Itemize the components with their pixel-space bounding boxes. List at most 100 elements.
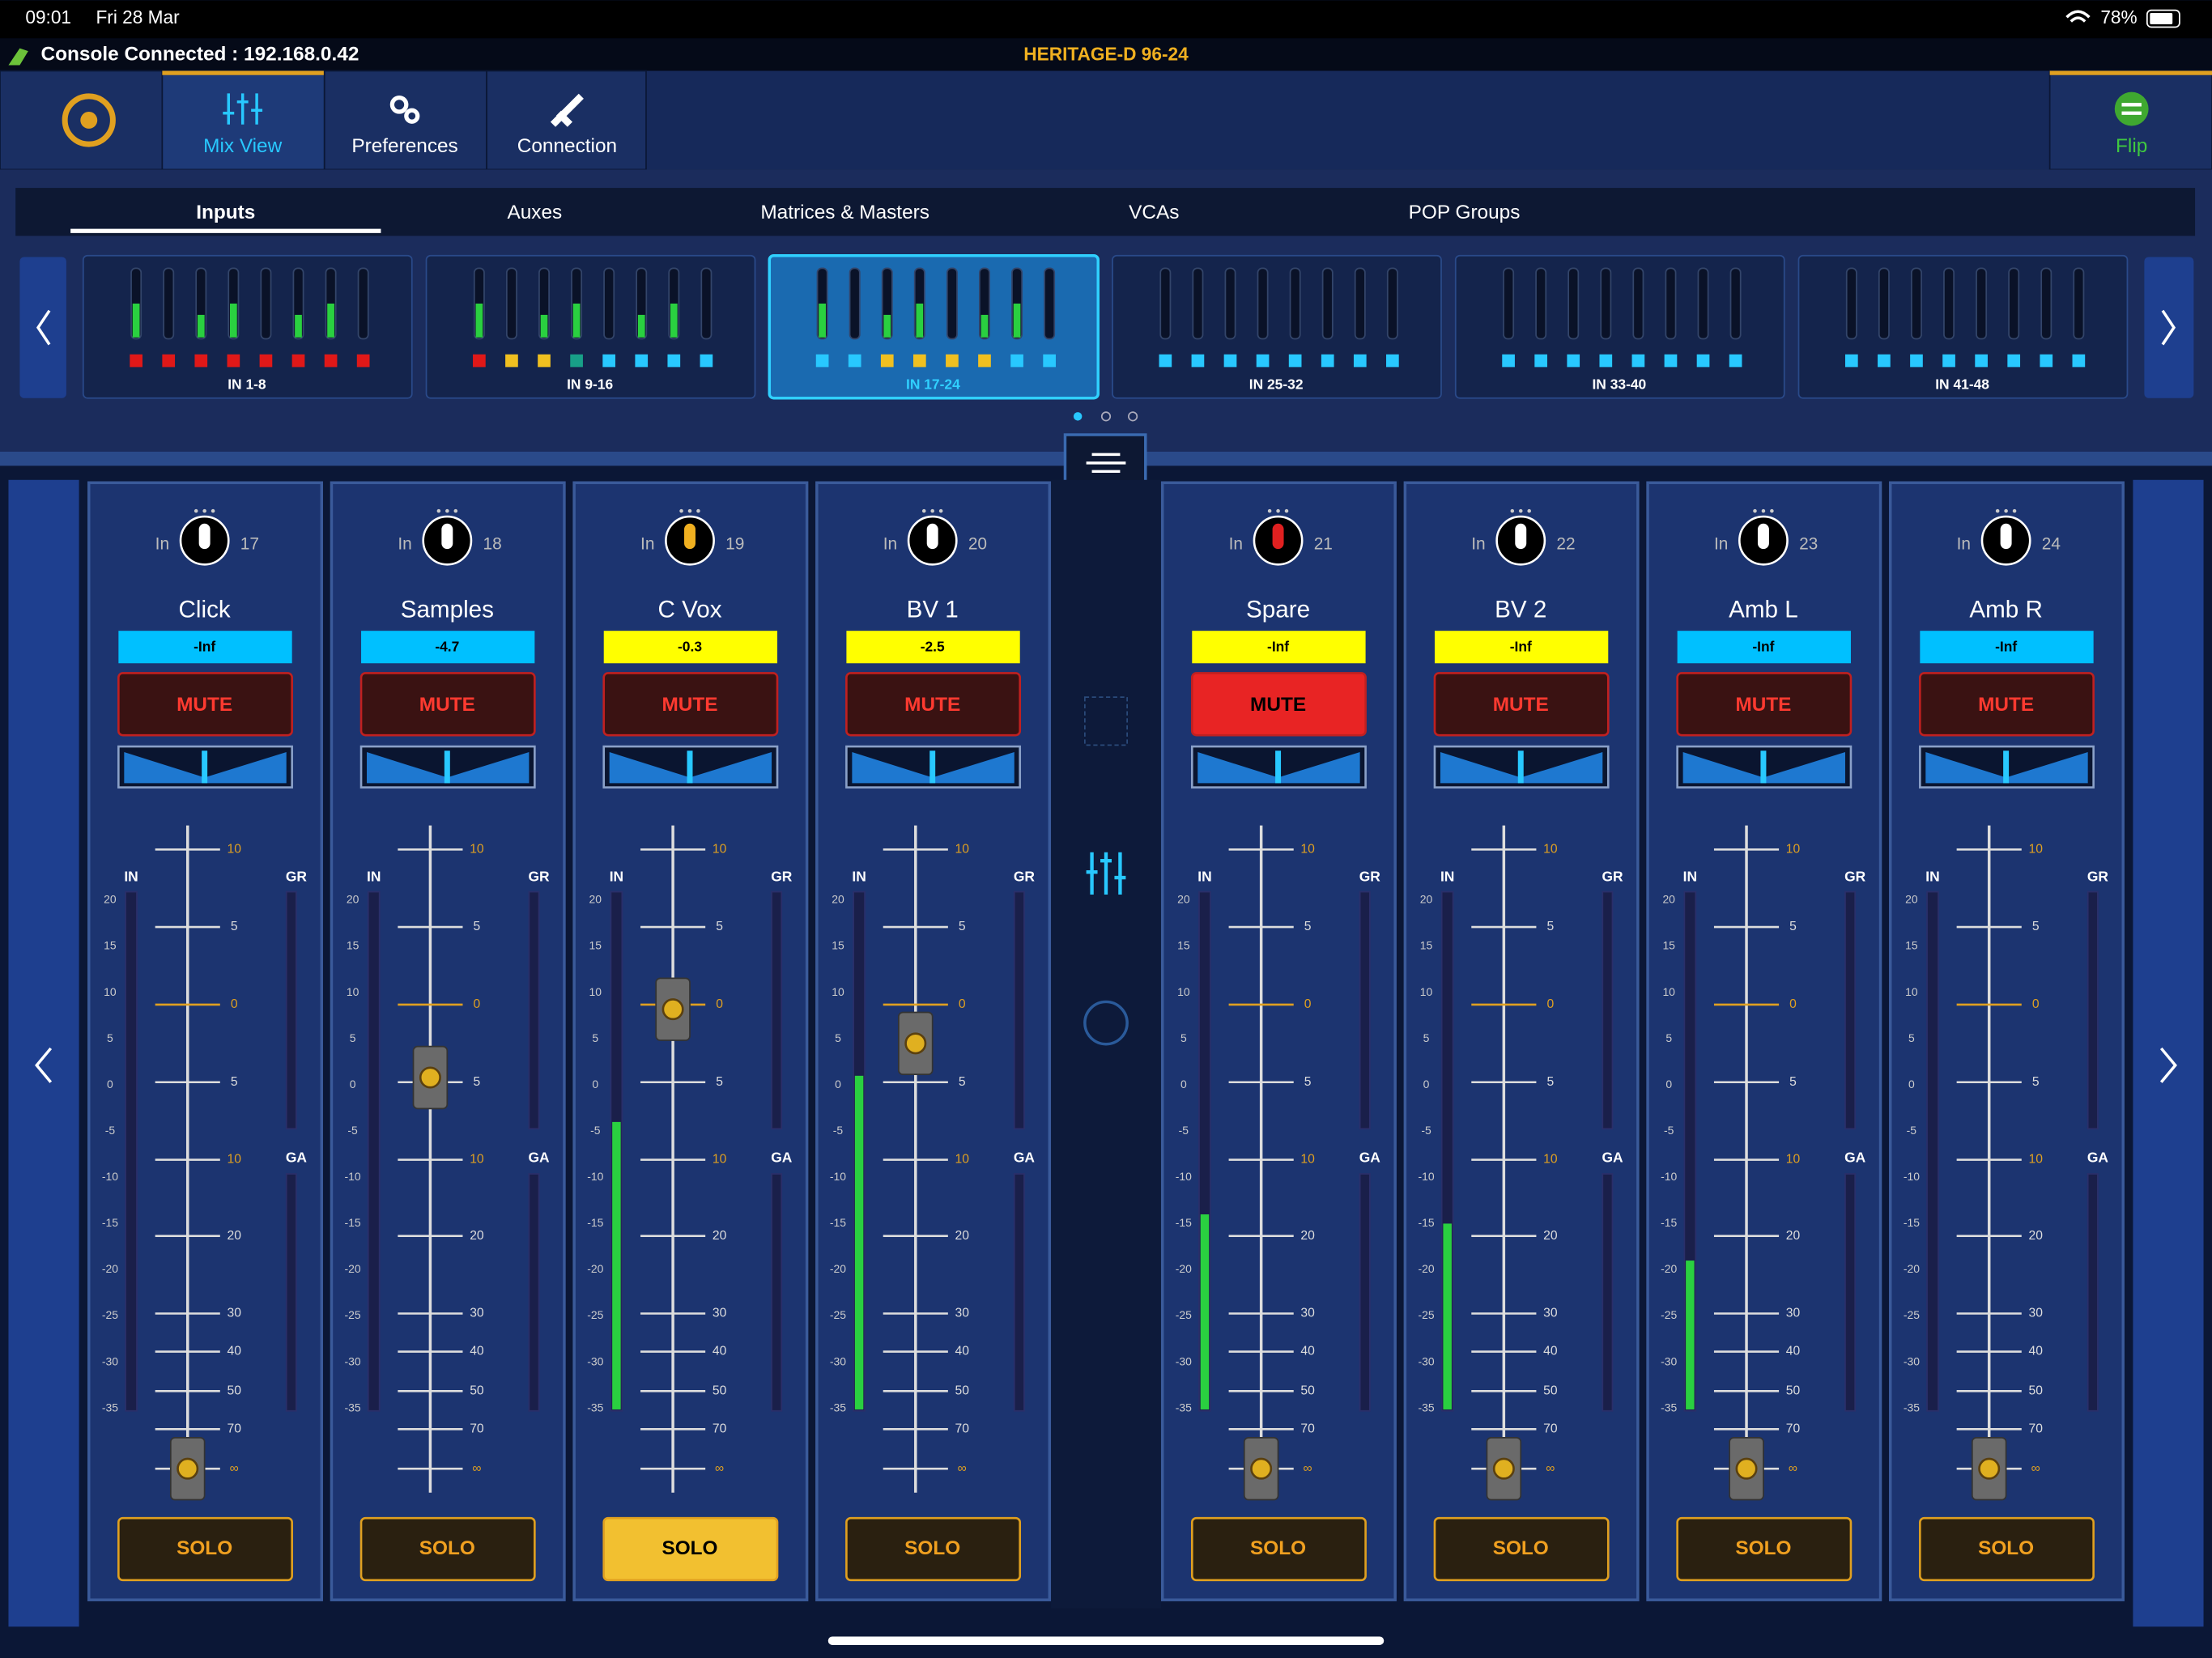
mini-square — [912, 354, 926, 368]
fader-scale-label: 50 — [955, 1384, 970, 1397]
solo-button[interactable] — [1190, 1516, 1367, 1582]
meter-scale-label: 0 — [1423, 1078, 1430, 1090]
fader-scale-label: 10 — [2028, 842, 2043, 856]
mini-square — [1321, 354, 1334, 368]
channel-number: 22 — [1556, 534, 1575, 553]
ga-meter — [528, 1173, 540, 1412]
sub-tab[interactable]: Auxes — [507, 202, 562, 223]
solo-label: SOLO — [1493, 1537, 1549, 1559]
gr-meter — [285, 891, 297, 1130]
mini-meter-level — [197, 314, 205, 338]
channel-name: Samples — [401, 597, 494, 623]
page-dot[interactable] — [1073, 412, 1083, 421]
mini-square — [538, 354, 551, 368]
date: Fri 28 Mar — [96, 6, 180, 28]
strip-dot — [202, 508, 206, 513]
bank-next[interactable] — [2144, 257, 2194, 398]
level-value: -Inf — [1267, 639, 1289, 655]
tab-active-marker — [162, 70, 325, 75]
mute-button[interactable] — [602, 672, 779, 737]
mute-button[interactable] — [117, 672, 293, 737]
channel-number: 24 — [2042, 534, 2061, 553]
meter-scale-label: -5 — [590, 1124, 601, 1137]
bank-prev[interactable] — [19, 257, 66, 398]
strip-next[interactable] — [2133, 479, 2204, 1627]
mini-meter — [1354, 267, 1366, 340]
mini-square — [291, 354, 305, 368]
solo-label: SOLO — [419, 1537, 475, 1559]
mini-square — [473, 354, 486, 368]
meter-scale-label: 0 — [350, 1078, 356, 1090]
meter-scale-label: -35 — [1176, 1401, 1192, 1414]
fader-scale-label: 20 — [1300, 1229, 1315, 1243]
mini-meter-level — [572, 303, 581, 338]
meter-scale-label: -15 — [830, 1216, 846, 1229]
solo-button[interactable] — [1676, 1516, 1853, 1582]
solo-button[interactable] — [1433, 1516, 1610, 1582]
in-meter-label: IN — [1197, 869, 1211, 885]
meter-scale-label: -5 — [833, 1124, 844, 1137]
page-dot[interactable] — [1100, 411, 1112, 422]
solo-button[interactable] — [602, 1516, 779, 1582]
sub-tab[interactable]: POP Groups — [1409, 202, 1521, 223]
fader-scale-label: 30 — [470, 1307, 484, 1320]
meter-scale-label: -30 — [1904, 1354, 1920, 1367]
meter-scale-label: -35 — [345, 1401, 361, 1414]
solo-button[interactable] — [117, 1516, 293, 1582]
meter-scale-label: 20 — [1905, 893, 1918, 906]
fader-knob — [661, 998, 684, 1021]
mute-button[interactable] — [1433, 672, 1610, 737]
mute-button[interactable] — [1919, 672, 2095, 737]
prefs-icon — [389, 95, 409, 114]
mute-label: MUTE — [904, 694, 960, 716]
gr-label: GR — [1844, 869, 1866, 885]
mute-button[interactable] — [1190, 672, 1367, 737]
fader-scale-label: 5 — [474, 1075, 481, 1089]
mute-button[interactable] — [359, 672, 536, 737]
solo-button[interactable] — [359, 1516, 536, 1582]
meter-scale-label: 5 — [835, 1031, 841, 1044]
sub-tab[interactable]: Inputs — [196, 202, 255, 223]
pan-shape — [1925, 752, 2088, 784]
meter-scale-label: -20 — [1418, 1262, 1434, 1275]
time: 09:01 — [25, 6, 71, 28]
mini-meter — [1192, 267, 1204, 340]
mini-meter — [1845, 267, 1857, 340]
mini-meter-level — [1013, 303, 1021, 338]
sub-tab-bar — [15, 188, 2196, 236]
sub-tab[interactable]: Matrices & Masters — [760, 202, 929, 223]
meter-scale-label: -15 — [587, 1216, 603, 1229]
mini-square — [1502, 354, 1515, 368]
meter-scale-label: 15 — [1662, 939, 1675, 952]
page-dot[interactable] — [1128, 411, 1138, 422]
mini-meter-level — [883, 314, 891, 338]
mini-square — [2040, 354, 2053, 368]
level-value: -Inf — [1752, 639, 1774, 655]
solo-button[interactable] — [845, 1516, 1022, 1582]
mute-button[interactable] — [845, 672, 1022, 737]
fader-scale-label: 40 — [2028, 1345, 2043, 1358]
channel-strip — [87, 481, 323, 1601]
mini-square — [1223, 354, 1237, 368]
channel-icon-glyph — [441, 523, 453, 550]
mini-meter — [1729, 267, 1742, 340]
sub-tab[interactable]: VCAs — [1129, 202, 1179, 223]
channel-name: Amb R — [1969, 597, 2043, 623]
mini-meter — [1911, 267, 1922, 340]
mute-label: MUTE — [177, 694, 232, 716]
connection-status: Console Connected : 192.168.0.42 — [41, 44, 359, 66]
input-meter — [367, 891, 381, 1412]
strip-dot — [1276, 508, 1280, 513]
solo-button[interactable] — [1919, 1516, 2095, 1582]
center-mix-icon[interactable] — [1086, 852, 1126, 895]
strip-prev[interactable] — [8, 479, 79, 1627]
gr-meter — [1013, 891, 1025, 1130]
mute-label: MUTE — [419, 694, 475, 716]
strip-next-arrow — [2159, 1047, 2177, 1083]
center-round-icon[interactable] — [1083, 1000, 1129, 1046]
mute-button[interactable] — [1676, 672, 1853, 737]
channel-name: Click — [179, 597, 231, 623]
fader-scale-label: 5 — [959, 1075, 966, 1089]
channel-number: 20 — [968, 534, 987, 553]
